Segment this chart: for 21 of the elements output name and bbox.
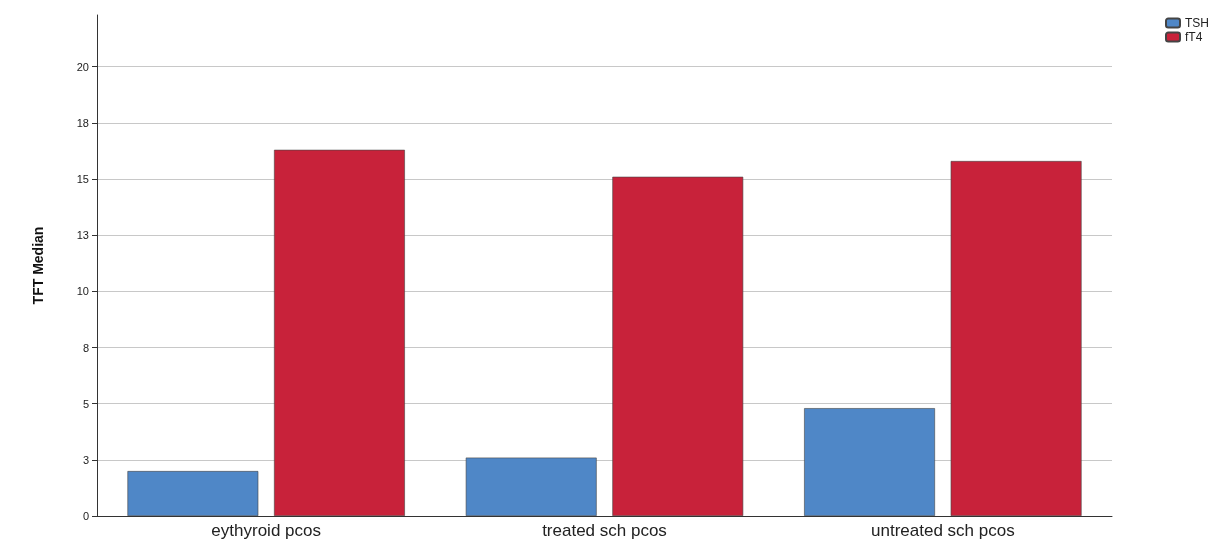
x-tick-label: untreated sch pcos bbox=[871, 521, 1015, 540]
y-tick-label: 5 bbox=[82, 397, 89, 410]
y-axis-title: TFT Median bbox=[30, 226, 46, 305]
bar bbox=[465, 457, 597, 516]
y-tick-label: 10 bbox=[76, 285, 89, 298]
y-tick-label: 8 bbox=[82, 341, 89, 354]
x-tick-label: eythyroid pcos bbox=[211, 521, 321, 540]
legend-label: fT4 bbox=[1185, 30, 1203, 44]
bar bbox=[950, 161, 1082, 516]
y-tick-label: 0 bbox=[82, 510, 89, 522]
bar bbox=[612, 176, 744, 516]
bar bbox=[804, 408, 935, 516]
bar bbox=[274, 149, 405, 516]
y-tick-label: 13 bbox=[76, 229, 89, 242]
legend-label: TSH bbox=[1185, 16, 1209, 30]
y-tick-label: 20 bbox=[76, 60, 89, 73]
x-tick-label: treated sch pcos bbox=[542, 521, 667, 540]
bar bbox=[127, 471, 259, 516]
y-tick-label: 18 bbox=[76, 116, 89, 129]
y-tick-label: 15 bbox=[76, 173, 89, 185]
y-tick-label: 3 bbox=[82, 453, 89, 466]
